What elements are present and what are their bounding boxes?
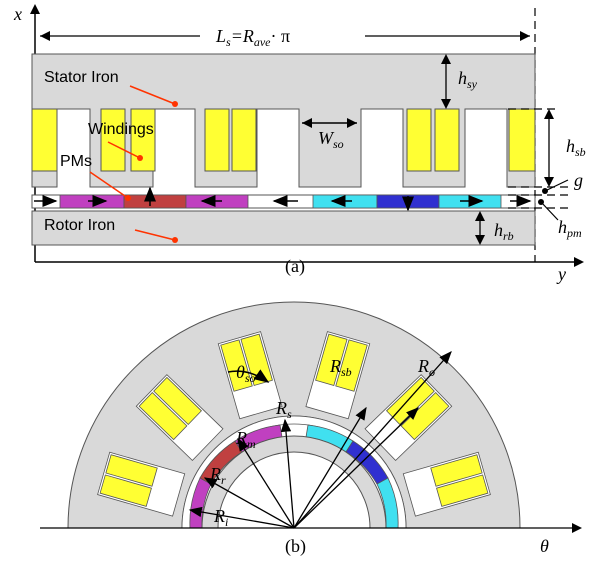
rm-label: Rm — [235, 428, 256, 451]
radius-arrows — [188, 351, 452, 529]
ri-label: Ri — [213, 506, 228, 529]
caption-a: (a) — [285, 256, 305, 277]
linear-model: x y Ls=Rave· π — [13, 4, 586, 284]
windings — [31, 108, 536, 172]
hsy-label: hsy — [458, 68, 478, 91]
length-equation: Ls=Rave· π — [215, 26, 290, 49]
rotor-iron — [31, 210, 536, 246]
theta-so-label: θso — [236, 362, 256, 385]
pms-pointer — [89, 171, 129, 199]
axis-y-label: y — [556, 264, 566, 284]
rs-label: Rs — [275, 398, 292, 421]
ro-label: Ro — [417, 356, 435, 379]
gap-label: g — [574, 170, 583, 190]
wso-label: Wso — [318, 128, 344, 151]
cross-section: θ θso Rsb Ro Rs Rm Rr Ri (b) — [40, 301, 582, 557]
axis-x-label: x — [13, 4, 22, 24]
windings-pointer — [107, 141, 141, 159]
pms-label: PMs — [60, 153, 92, 170]
caption-b: (b) — [285, 536, 306, 557]
theta-axis-label: θ — [540, 536, 549, 556]
rotor-label: Rotor Iron — [44, 217, 115, 234]
hpm-label: hpm — [558, 217, 582, 240]
pm-ring — [189, 424, 399, 529]
magnetization-arrows — [34, 186, 532, 212]
windings-label: Windings — [88, 121, 154, 138]
stator-pointer — [129, 85, 176, 105]
hrb-label: hrb — [494, 220, 514, 243]
y-axis-arrow — [574, 257, 584, 267]
rotor-pointer — [134, 229, 176, 241]
x-axis-arrow — [30, 4, 40, 14]
rsb-label: Rsb — [329, 356, 352, 379]
rr-label: Rr — [209, 464, 226, 487]
theta-so-arc — [227, 369, 270, 383]
stator-label: Stator Iron — [44, 69, 119, 86]
hsb-label: hsb — [566, 136, 586, 159]
